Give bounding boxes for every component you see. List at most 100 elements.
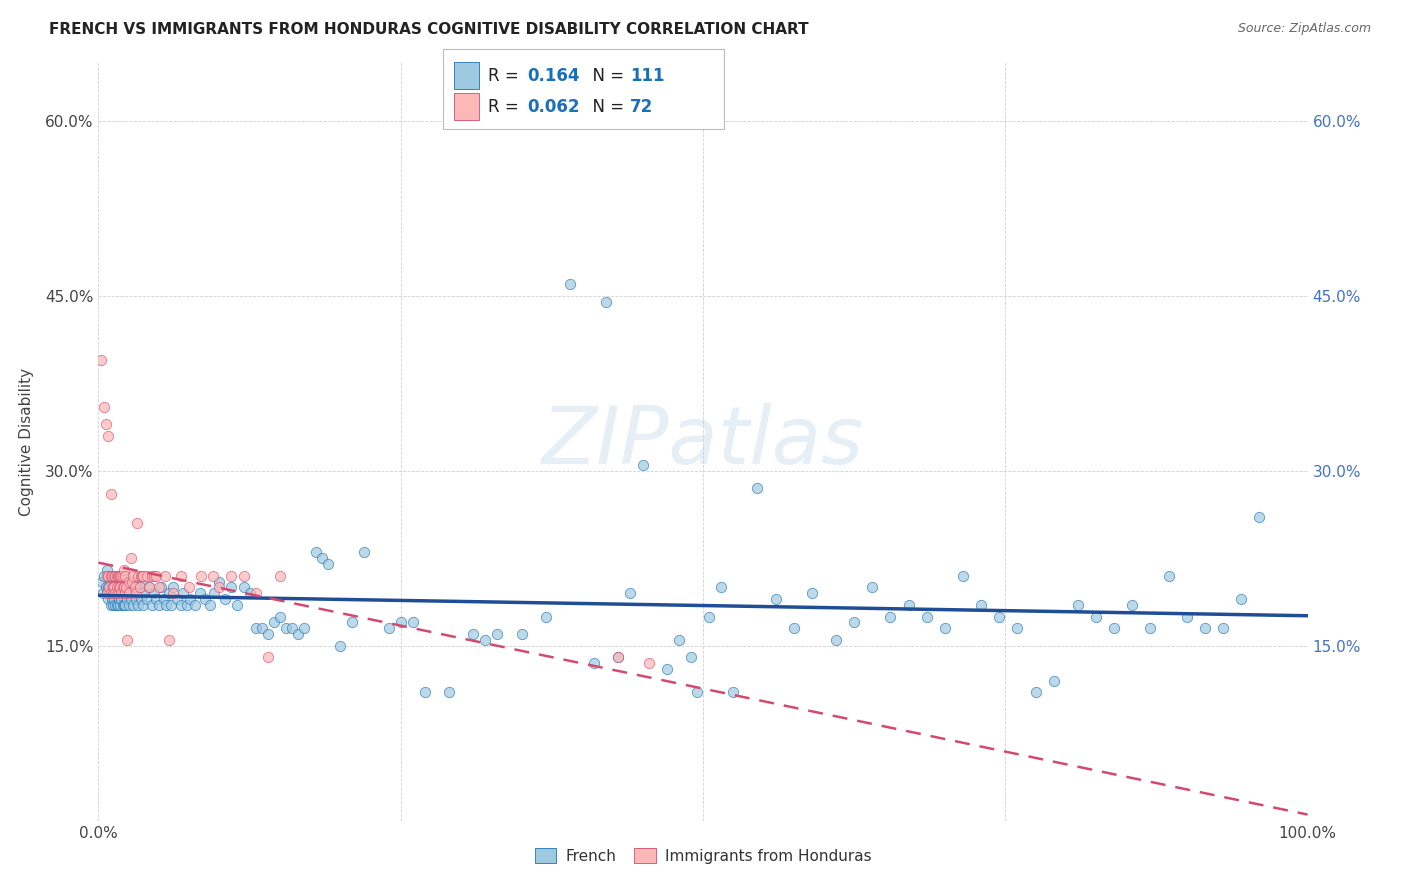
Point <box>250 621 273 635</box>
Point <box>157 632 180 647</box>
Point <box>118 574 141 589</box>
Point <box>655 662 678 676</box>
Point <box>214 592 236 607</box>
Point <box>141 568 163 582</box>
Point <box>101 568 124 582</box>
Point <box>105 598 128 612</box>
Point <box>127 598 149 612</box>
Text: 0.062: 0.062 <box>527 98 579 116</box>
Point <box>97 568 120 582</box>
Point <box>583 656 606 670</box>
Point <box>118 586 141 600</box>
Point <box>121 574 143 589</box>
Point <box>110 580 132 594</box>
Point <box>110 568 132 582</box>
Point <box>90 352 112 367</box>
Point <box>188 586 211 600</box>
Point <box>103 580 125 594</box>
Point <box>437 685 460 699</box>
Y-axis label: Cognitive Disability: Cognitive Disability <box>18 368 34 516</box>
Point <box>208 574 231 589</box>
Point <box>104 586 127 600</box>
Point <box>353 545 375 559</box>
Point <box>162 580 184 594</box>
Point <box>155 598 177 612</box>
Point <box>111 598 134 612</box>
Point <box>104 568 127 582</box>
Point <box>112 598 135 612</box>
Point <box>121 580 143 594</box>
Point <box>143 586 166 600</box>
Point <box>105 580 128 594</box>
Text: 0.164: 0.164 <box>527 67 579 85</box>
Point <box>166 592 188 607</box>
Point <box>292 621 315 635</box>
Legend: French, Immigrants from Honduras: French, Immigrants from Honduras <box>529 842 877 870</box>
Point <box>101 586 124 600</box>
Point <box>125 586 148 600</box>
Point <box>329 639 352 653</box>
Point <box>194 592 217 607</box>
Point <box>150 580 173 594</box>
Point <box>128 580 150 594</box>
Point <box>93 568 115 582</box>
Point <box>897 598 920 612</box>
Point <box>697 609 720 624</box>
Point <box>152 592 174 607</box>
Point <box>94 417 117 431</box>
Point <box>153 568 176 582</box>
Point <box>96 568 118 582</box>
Point <box>134 586 156 600</box>
Point <box>245 586 267 600</box>
Point <box>169 568 191 582</box>
Point <box>1249 510 1271 524</box>
Point <box>115 580 138 594</box>
Text: R =: R = <box>488 98 524 116</box>
Point <box>160 598 183 612</box>
Point <box>124 580 146 594</box>
Point <box>988 609 1011 624</box>
Point <box>98 586 121 600</box>
Point <box>135 592 157 607</box>
Point <box>710 580 733 594</box>
Point <box>558 277 581 291</box>
Point <box>145 592 167 607</box>
Point <box>107 574 129 589</box>
Point <box>108 598 131 612</box>
Point <box>125 592 148 607</box>
Point <box>108 574 131 589</box>
Point <box>128 580 150 594</box>
Point <box>93 400 115 414</box>
Point <box>952 568 974 582</box>
Point <box>124 580 146 594</box>
Point <box>104 574 127 589</box>
Point <box>668 632 690 647</box>
Point <box>101 580 124 594</box>
Point <box>226 598 249 612</box>
Point <box>117 592 139 607</box>
Point <box>104 598 127 612</box>
Point <box>179 580 201 594</box>
Point <box>94 580 117 594</box>
Point <box>747 481 769 495</box>
Point <box>607 650 630 665</box>
Point <box>377 621 399 635</box>
Point <box>915 609 938 624</box>
Point <box>844 615 866 630</box>
Point <box>120 551 142 566</box>
Point <box>129 568 152 582</box>
Point <box>342 615 364 630</box>
Point <box>765 592 787 607</box>
Point <box>172 586 194 600</box>
Point <box>100 580 122 594</box>
Point <box>132 568 155 582</box>
Point <box>96 563 118 577</box>
Point <box>305 545 328 559</box>
Point <box>631 458 654 472</box>
Point <box>108 580 131 594</box>
Point <box>1230 592 1253 607</box>
Point <box>637 656 659 670</box>
Point <box>208 580 231 594</box>
Point <box>232 580 254 594</box>
Point <box>143 568 166 582</box>
